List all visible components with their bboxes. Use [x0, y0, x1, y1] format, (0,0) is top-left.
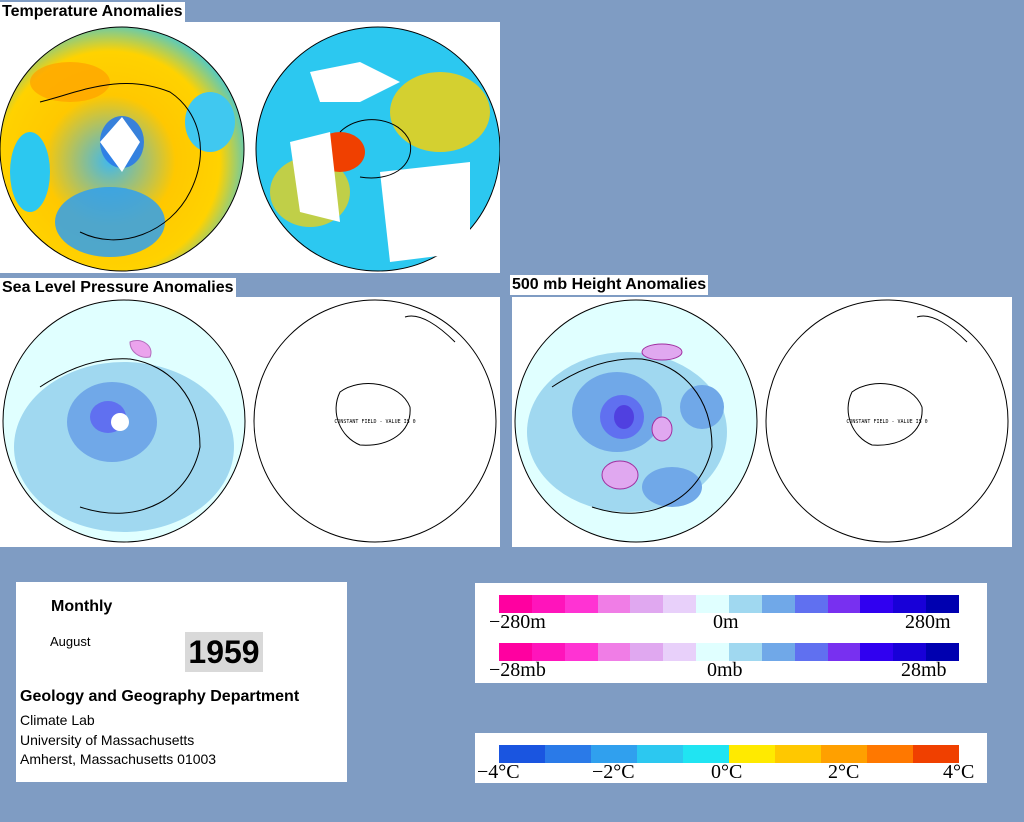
- height-swatch: [696, 595, 730, 613]
- pressure-swatch: [630, 643, 664, 661]
- pressure-swatch: [597, 643, 631, 661]
- pressure-label-zero: 0mb: [707, 659, 743, 681]
- pressure-swatch: [729, 643, 762, 661]
- slp-title: Sea Level Pressure Anomalies: [0, 278, 236, 298]
- height-swatch: [926, 595, 960, 613]
- height-label-zero: 0m: [713, 611, 739, 633]
- temperature-panel: [0, 22, 500, 273]
- pressure-swatch: [926, 643, 960, 661]
- south-hemisphere-height-map: CONSTANT FIELD - VALUE IS 0: [765, 299, 1009, 543]
- pressure-swatch: [531, 643, 565, 661]
- pressure-swatch: [893, 643, 927, 661]
- pressure-swatch: [794, 643, 828, 661]
- south-hemisphere-temperature-map: [255, 26, 500, 272]
- height-pressure-legend: −280m 0m 280m −28mb 0mb 28mb: [475, 583, 987, 683]
- lab-label: Climate Lab: [20, 712, 95, 728]
- height-swatch: [860, 595, 894, 613]
- month-label: August: [50, 634, 91, 649]
- year-display: 1959: [185, 632, 263, 672]
- height-label-max: 280m: [905, 611, 951, 633]
- temperature-title: Temperature Anomalies: [0, 2, 185, 22]
- height-swatch: [663, 595, 697, 613]
- height-swatch: [597, 595, 631, 613]
- north-hemisphere-height-map: [514, 299, 758, 543]
- height500-panel: CONSTANT FIELD - VALUE IS 0: [512, 297, 1012, 547]
- period-label: Monthly: [51, 598, 113, 615]
- height-swatch: [531, 595, 565, 613]
- temperature-swatch: [775, 745, 821, 763]
- temp-label-0: 0°C: [711, 761, 743, 783]
- south-hemisphere-slp-map: CONSTANT FIELD - VALUE IS 0: [253, 299, 497, 543]
- temperature-swatch: [683, 745, 729, 763]
- height-swatch: [827, 595, 861, 613]
- north-hemisphere-temperature-map: [0, 26, 245, 272]
- height-swatch: [564, 595, 598, 613]
- temp-label-n4: −4°C: [477, 761, 520, 783]
- height-color-bar: [499, 595, 960, 613]
- pressure-swatch: [564, 643, 598, 661]
- university-label: University of Massachusetts: [20, 732, 195, 748]
- height-swatch: [729, 595, 762, 613]
- pressure-label-min: −28mb: [489, 659, 546, 681]
- temp-label-n2: −2°C: [592, 761, 635, 783]
- temperature-swatch: [499, 745, 545, 763]
- temperature-swatch: [867, 745, 913, 763]
- temperature-swatch: [591, 745, 637, 763]
- pressure-label-max: 28mb: [901, 659, 947, 681]
- pressure-color-bar: [499, 643, 960, 661]
- height-swatch: [630, 595, 664, 613]
- pressure-swatch: [696, 643, 730, 661]
- info-panel: Monthly August 1959 Geology and Geograph…: [16, 582, 347, 782]
- height-swatch: [893, 595, 927, 613]
- department-label: Geology and Geography Department: [20, 688, 300, 705]
- height-label-min: −280m: [489, 611, 546, 633]
- pressure-swatch: [827, 643, 861, 661]
- temperature-swatch: [729, 745, 775, 763]
- pressure-swatch: [761, 643, 795, 661]
- temperature-color-bar: [499, 745, 959, 763]
- pressure-swatch: [860, 643, 894, 661]
- temperature-swatch: [637, 745, 683, 763]
- temp-label-p4: 4°C: [943, 761, 975, 783]
- temperature-swatch: [821, 745, 867, 763]
- temperature-swatch: [545, 745, 591, 763]
- pressure-swatch: [663, 643, 697, 661]
- height500-title: 500 mb Height Anomalies: [510, 275, 709, 295]
- slp-panel: CONSTANT FIELD - VALUE IS 0: [0, 297, 500, 547]
- slp-constant-field-note: CONSTANT FIELD - VALUE IS 0: [334, 419, 415, 425]
- pressure-swatch: [499, 643, 532, 661]
- temperature-swatch: [913, 745, 959, 763]
- height-swatch: [761, 595, 795, 613]
- address-label: Amherst, Massachusetts 01003: [20, 751, 217, 767]
- temperature-legend: −4°C −2°C 0°C 2°C 4°C: [475, 733, 987, 783]
- height-constant-field-note: CONSTANT FIELD - VALUE IS 0: [846, 419, 927, 425]
- north-hemisphere-slp-map: [2, 299, 246, 543]
- height-swatch: [794, 595, 828, 613]
- height-swatch: [499, 595, 532, 613]
- temp-label-p2: 2°C: [828, 761, 860, 783]
